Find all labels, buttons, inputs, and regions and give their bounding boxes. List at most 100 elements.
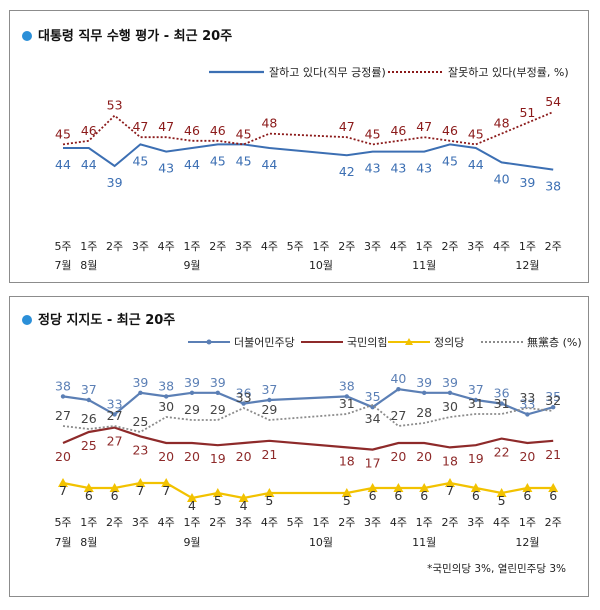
- data-label-0-0: 44: [55, 157, 71, 172]
- data-label-2-19: 6: [549, 488, 557, 503]
- data-label-2-8: 5: [265, 493, 273, 508]
- x-tick-label-17: 4주: [493, 516, 510, 529]
- legend-label-0: 잘하고 있다(직무 긍정률): [269, 65, 386, 79]
- data-label-0-2: 33: [107, 396, 123, 411]
- data-point-2-6: [212, 488, 223, 497]
- data-label-0-19: 38: [545, 179, 561, 194]
- data-point-2-15: [445, 478, 455, 487]
- data-label-3-6: 29: [210, 402, 226, 417]
- x-tick-label-3: 3주: [132, 516, 149, 529]
- data-label-1-13: 46: [390, 123, 406, 138]
- data-label-2-7: 4: [240, 498, 248, 513]
- x-tick-label-16: 3주: [467, 240, 484, 253]
- x-tick-label-1: 1주: [80, 240, 97, 253]
- data-label-0-1: 37: [81, 382, 97, 397]
- data-label-0-6: 45: [210, 153, 226, 168]
- data-label-3-15: 30: [442, 399, 458, 414]
- data-label-1-14: 47: [416, 119, 432, 134]
- data-label-1-0: 45: [55, 126, 71, 141]
- data-label-0-17: 40: [494, 171, 510, 186]
- data-label-1-19: 21: [545, 447, 561, 462]
- month-label-0: 7월: [54, 259, 71, 272]
- approval-chart-panel: 대통령 직무 수행 평가 - 최근 20주 잘하고 있다(직무 긍정률) 잘못하고…: [9, 10, 589, 283]
- data-label-1-2: 53: [107, 98, 123, 113]
- data-label-2-18: 6: [523, 488, 531, 503]
- data-label-0-13: 43: [390, 161, 406, 176]
- data-label-0-17: 36: [494, 386, 510, 401]
- legend-label-1: 국민의힘: [347, 336, 387, 349]
- data-label-0-4: 43: [158, 161, 174, 176]
- x-tick-label-3: 3주: [132, 240, 149, 253]
- data-label-3-17: 31: [494, 396, 510, 411]
- data-label-3-1: 26: [81, 411, 97, 426]
- data-label-2-11: 5: [343, 493, 351, 508]
- data-point-2-12: [367, 483, 378, 492]
- data-label-1-6: 46: [210, 123, 226, 138]
- data-label-1-1: 46: [81, 123, 97, 138]
- x-tick-label-9: 5주: [287, 516, 304, 529]
- data-point-0-13: [396, 387, 401, 392]
- data-label-0-5: 39: [184, 375, 200, 390]
- data-label-1-15: 46: [442, 123, 458, 138]
- data-point-2-5: [187, 493, 197, 502]
- data-label-2-12: 6: [369, 488, 377, 503]
- x-tick-label-13: 4주: [390, 240, 407, 253]
- month-label-4: 11월: [412, 536, 436, 549]
- legend-label-1: 잘못하고 있다(부정률, %): [448, 65, 569, 79]
- data-label-3-19: 32: [545, 393, 561, 408]
- data-point-2-18: [522, 483, 533, 492]
- data-label-1-12: 45: [365, 126, 381, 141]
- data-label-0-14: 43: [416, 161, 432, 176]
- x-tick-label-14: 1주: [416, 240, 433, 253]
- x-tick-label-15: 2주: [441, 516, 458, 529]
- x-tick-label-11: 2주: [338, 516, 355, 529]
- x-tick-label-4: 4주: [158, 516, 175, 529]
- data-label-3-12: 34: [365, 411, 381, 426]
- x-tick-label-12: 3주: [364, 240, 381, 253]
- x-tick-label-0: 5주: [54, 516, 71, 529]
- data-point-0-16: [473, 397, 478, 403]
- data-point-0-0: [60, 394, 66, 399]
- data-point-0-18: [525, 412, 530, 417]
- data-label-3-5: 29: [184, 402, 200, 417]
- data-point-0-4: [164, 394, 169, 399]
- data-label-2-6: 5: [214, 493, 222, 508]
- data-label-1-17: 22: [494, 445, 510, 460]
- data-label-0-12: 35: [365, 389, 381, 404]
- data-label-3-0: 27: [55, 408, 71, 423]
- x-tick-label-9: 5주: [287, 240, 304, 253]
- data-point-0-14: [422, 390, 427, 395]
- data-label-1-15: 18: [442, 453, 458, 468]
- x-tick-label-2: 2주: [106, 240, 123, 253]
- data-label-1-11: 47: [339, 119, 355, 134]
- data-label-0-1: 44: [81, 157, 97, 172]
- x-tick-label-12: 3주: [364, 516, 381, 529]
- data-point-0-15: [447, 390, 453, 395]
- data-label-0-14: 39: [416, 375, 432, 390]
- x-tick-label-18: 1주: [519, 516, 536, 529]
- data-label-1-16: 19: [468, 451, 484, 466]
- data-label-1-7: 45: [236, 126, 252, 141]
- bullet-icon: [22, 31, 32, 41]
- data-label-2-0: 7: [59, 483, 67, 498]
- data-point-2-8: [264, 488, 275, 497]
- data-point-2-3: [135, 478, 146, 487]
- series-line-1: [62, 426, 554, 451]
- data-label-1-0: 20: [55, 449, 71, 464]
- month-label-3: 10월: [309, 259, 333, 272]
- month-label-1: 8월: [80, 259, 97, 272]
- data-label-3-11: 31: [339, 396, 355, 411]
- data-label-3-18: 33: [519, 390, 535, 405]
- month-label-4: 11월: [412, 259, 436, 272]
- series-line-2: [62, 481, 554, 500]
- x-tick-label-6: 2주: [209, 240, 226, 253]
- data-label-0-16: 44: [468, 157, 484, 172]
- data-label-1-17: 48: [494, 116, 510, 131]
- series-line-3: [62, 403, 554, 433]
- legend-label-3: 無黨층 (%): [527, 335, 582, 349]
- x-tick-label-16: 3주: [467, 516, 484, 529]
- data-label-1-8: 21: [261, 447, 277, 462]
- x-tick-label-8: 4주: [261, 516, 278, 529]
- data-point-2-11: [341, 488, 352, 497]
